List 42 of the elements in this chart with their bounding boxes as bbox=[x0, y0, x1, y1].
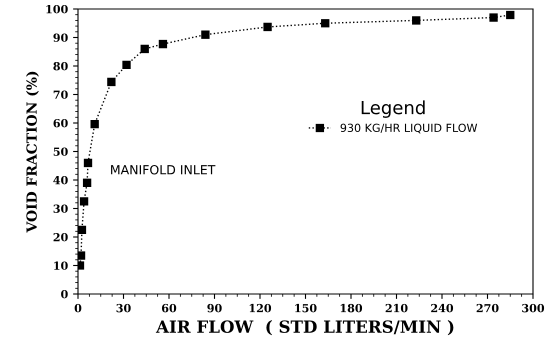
y-tick-label: 60 bbox=[54, 118, 68, 128]
x-tick-label: 240 bbox=[431, 304, 454, 312]
y-tick-label: 0 bbox=[61, 290, 68, 298]
point bbox=[84, 158, 92, 168]
point bbox=[82, 178, 92, 188]
point bbox=[90, 120, 99, 128]
point bbox=[506, 10, 514, 20]
point bbox=[80, 197, 88, 206]
x-tick-label: 120 bbox=[250, 304, 272, 312]
legend-title: Legend bbox=[362, 100, 425, 118]
point bbox=[489, 13, 498, 22]
point bbox=[321, 19, 330, 28]
x-tick-label: 270 bbox=[476, 304, 499, 312]
y-tick-label: 20 bbox=[54, 232, 68, 242]
y-tick-label: 70 bbox=[54, 90, 68, 99]
y-tick-label: 10 bbox=[54, 261, 68, 270]
point bbox=[201, 30, 210, 39]
legend-label: 930 KG/HR LIQUID FLOW bbox=[340, 124, 478, 134]
x-axis-title: AIR FLOW ( STD LITERS/MIN ) bbox=[156, 320, 454, 336]
point bbox=[412, 16, 420, 25]
point bbox=[158, 40, 168, 48]
x-tick-label: 150 bbox=[295, 304, 317, 312]
x-tick-label: 0 bbox=[74, 304, 82, 312]
point bbox=[122, 60, 131, 70]
y-tick-label: 40 bbox=[53, 176, 68, 184]
y-tick-label: 80 bbox=[53, 62, 68, 70]
point bbox=[78, 226, 86, 234]
y-tick-label: 90 bbox=[53, 33, 68, 42]
annotation: MANIFOLD INLET bbox=[111, 165, 216, 174]
point bbox=[107, 78, 116, 86]
x-tick-label: 60 bbox=[162, 304, 176, 312]
y-tick-label: 30 bbox=[54, 204, 68, 213]
point bbox=[140, 44, 149, 54]
x-tick-label: 180 bbox=[340, 304, 362, 312]
x-tick-label: 30 bbox=[116, 304, 131, 312]
point bbox=[263, 22, 272, 32]
y-tick-label: 50 bbox=[54, 147, 68, 156]
x-tick-label: 90 bbox=[207, 304, 222, 312]
x-tick-label: 210 bbox=[386, 304, 408, 312]
x-tick-label: 300 bbox=[522, 304, 544, 312]
y-axis-title: VOID FRACTION (%) bbox=[26, 72, 39, 233]
y-tick-label: 100 bbox=[46, 4, 68, 14]
